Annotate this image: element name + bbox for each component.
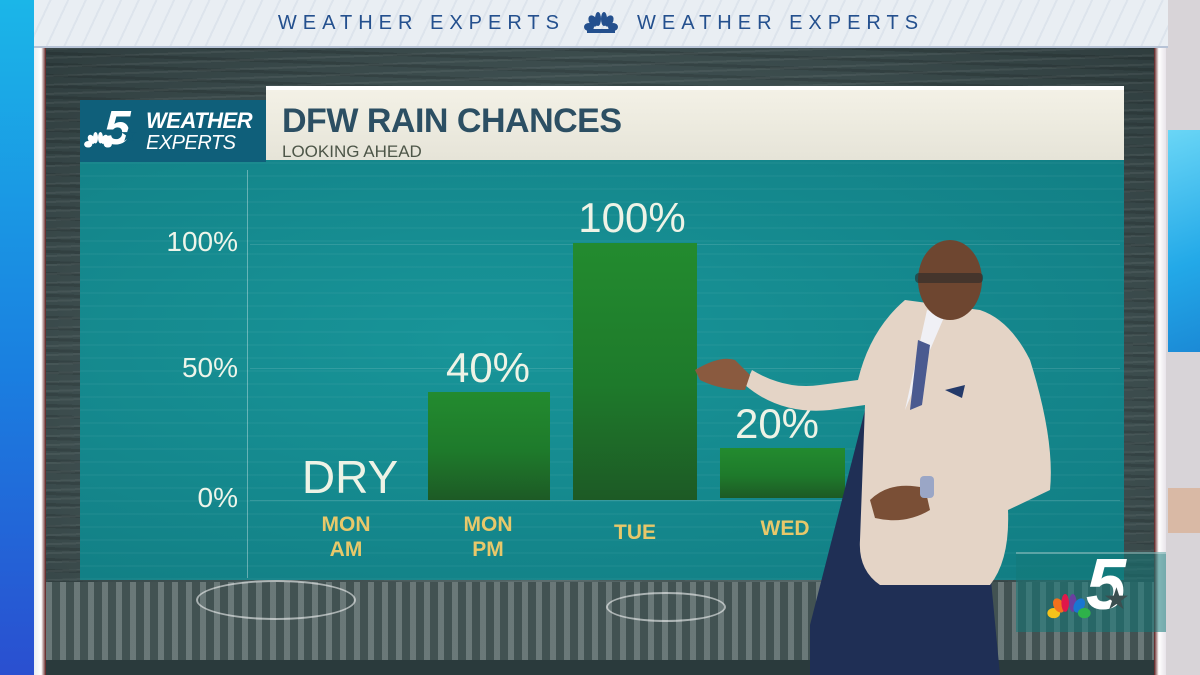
bar-value-mon-am: DRY [301, 451, 399, 503]
star-icon: ★ [1103, 583, 1130, 616]
screen-frame-left [34, 0, 46, 675]
chart-subtitle: LOOKING AHEAD [282, 142, 422, 161]
x-label-wed: WED [735, 516, 835, 541]
x-label-mon-pm: MON PM [438, 512, 538, 562]
y-tick-50: 50% [181, 352, 238, 383]
x-label-line: WED [760, 517, 810, 540]
x-label-line: PM [472, 538, 504, 561]
x-label-line: TUE [614, 521, 656, 544]
peacock-icon [584, 12, 618, 33]
y-tick-0: 0% [197, 482, 238, 513]
y-tick-100: 100% [166, 226, 238, 257]
studio-screen [1168, 130, 1200, 352]
ripple [606, 592, 726, 622]
bar-tue [573, 243, 697, 500]
bar-value-tue: 100% [578, 194, 686, 241]
logo-line1: WEATHER [146, 108, 253, 133]
station-bug: 5 ★ [1016, 545, 1166, 632]
gridline-0 [250, 500, 1120, 501]
station-logo: 5 ★ WEATHER EXPERTS [80, 100, 266, 162]
bug-number: 5 [1086, 545, 1127, 625]
banner-text-right: WEATHER EXPERTS [637, 11, 925, 34]
peacock-icon [84, 132, 112, 148]
studio-desk [1168, 488, 1200, 533]
x-label-tue: TUE [585, 520, 685, 545]
x-label-line: AM [329, 538, 363, 561]
title-box: DFW RAIN CHANCES LOOKING AHEAD [266, 86, 1124, 161]
logo-line2: EXPERTS [146, 132, 236, 154]
x-label-mon-am: MON AM [296, 512, 396, 562]
star-icon: ★ [120, 124, 138, 146]
banner-text-left: WEATHER EXPERTS [277, 11, 565, 34]
bar-wed [720, 448, 845, 498]
bar-mon-pm [428, 392, 550, 500]
screen-frame-right [1154, 0, 1166, 675]
studio-background-right [1160, 0, 1200, 675]
ripple [196, 580, 356, 620]
peacock-icon [1047, 594, 1091, 619]
x-label-line: MON [463, 513, 513, 536]
bar-value-mon-pm: 40% [445, 344, 531, 391]
presenter [695, 240, 1051, 675]
top-banner: WEATHER EXPERTS WEATHER EXPERTS [34, 0, 1168, 48]
x-label-line: MON [321, 513, 371, 536]
chart-title: DFW RAIN CHANCES [282, 102, 622, 140]
y-axis [247, 170, 248, 578]
